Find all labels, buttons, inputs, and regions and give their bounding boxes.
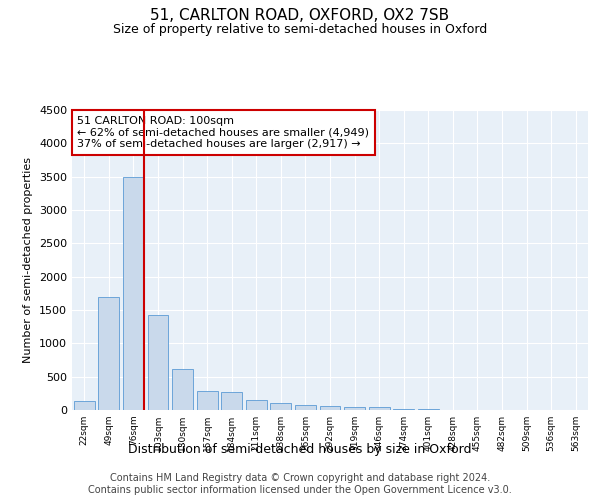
Text: Distribution of semi-detached houses by size in Oxford: Distribution of semi-detached houses by … <box>128 442 472 456</box>
Text: 51 CARLTON ROAD: 100sqm
← 62% of semi-detached houses are smaller (4,949)
37% of: 51 CARLTON ROAD: 100sqm ← 62% of semi-de… <box>77 116 369 149</box>
Bar <box>197 390 218 410</box>
Bar <box>368 408 389 410</box>
Bar <box>344 406 365 410</box>
Bar <box>172 368 193 410</box>
Bar <box>98 296 119 410</box>
Bar <box>74 400 95 410</box>
Text: 51, CARLTON ROAD, OXFORD, OX2 7SB: 51, CARLTON ROAD, OXFORD, OX2 7SB <box>151 8 449 22</box>
Bar <box>320 406 340 410</box>
Bar <box>393 409 414 410</box>
Bar <box>123 176 144 410</box>
Text: Size of property relative to semi-detached houses in Oxford: Size of property relative to semi-detach… <box>113 22 487 36</box>
Bar <box>148 314 169 410</box>
Bar <box>295 404 316 410</box>
Text: Contains HM Land Registry data © Crown copyright and database right 2024.
Contai: Contains HM Land Registry data © Crown c… <box>88 474 512 495</box>
Bar <box>271 404 292 410</box>
Bar <box>221 392 242 410</box>
Y-axis label: Number of semi-detached properties: Number of semi-detached properties <box>23 157 34 363</box>
Bar <box>246 400 267 410</box>
